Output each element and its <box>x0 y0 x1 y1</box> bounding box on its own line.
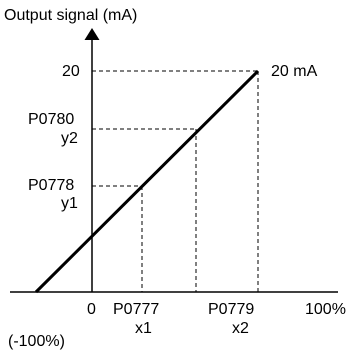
endpoint-label: 20 mA <box>271 63 318 80</box>
y-label-20: 20 <box>62 63 80 80</box>
y-label-y2: y2 <box>61 130 78 147</box>
x-label-zero: 0 <box>87 301 96 318</box>
x-label-100-percent: 100% <box>305 301 346 318</box>
dashed-guides <box>92 70 259 292</box>
x-label-negative-100-percent: (-100%) <box>8 333 65 350</box>
y-label-p0780: P0780 <box>28 111 74 128</box>
y-label-p0778: P0778 <box>28 177 74 194</box>
x-label-p0779: P0779 <box>208 301 254 318</box>
y-label-y1: y1 <box>61 195 78 212</box>
y-axis-title: Output signal (mA) <box>4 7 137 24</box>
characteristic-line <box>34 69 260 294</box>
x-label-x2: x2 <box>232 320 249 337</box>
x-label-x1: x1 <box>135 320 152 337</box>
x-label-p0777: P0777 <box>113 301 159 318</box>
